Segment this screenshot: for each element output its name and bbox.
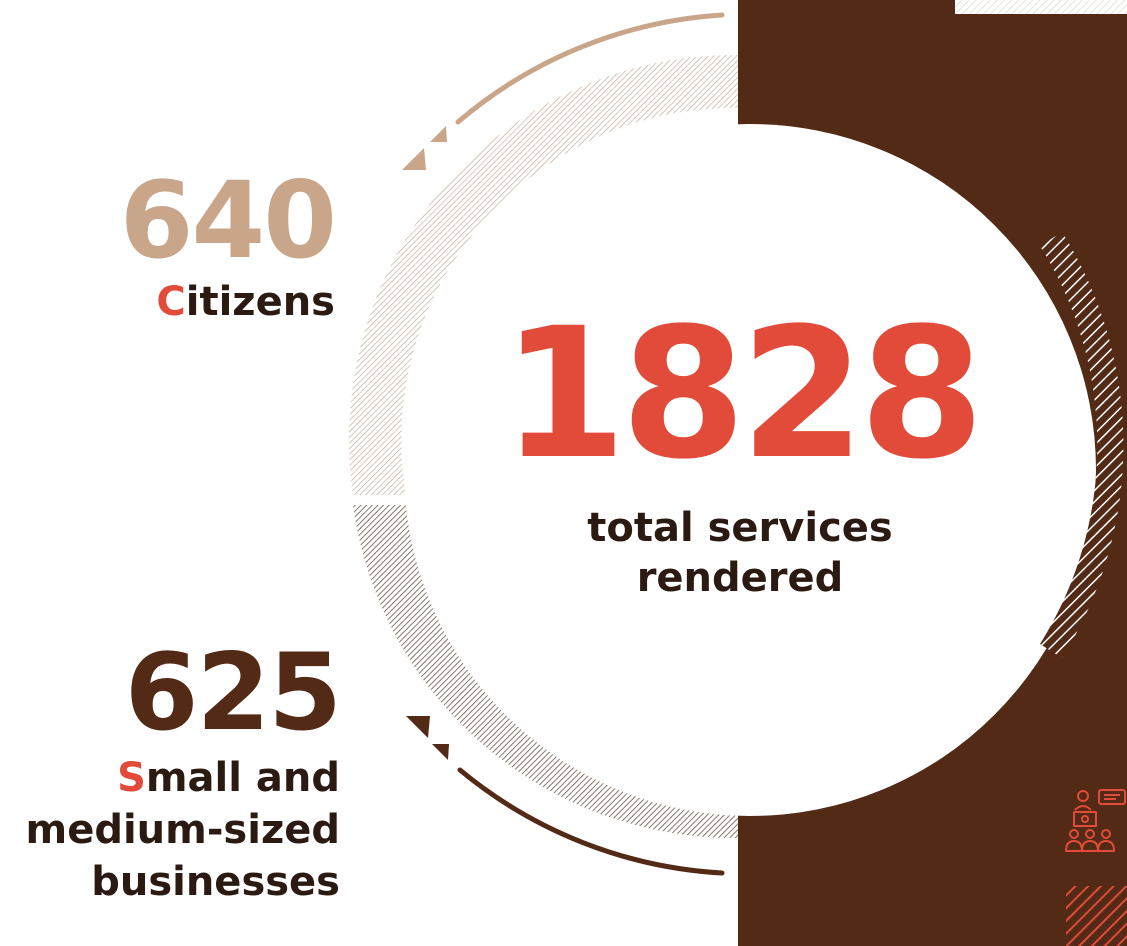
right-striped-arc	[1040, 232, 1124, 658]
smb-arc-line	[457, 767, 725, 876]
smb-label-line-2: medium-sized	[25, 807, 340, 853]
citizens-value: 640	[119, 159, 337, 282]
citizens-initial: C	[156, 279, 186, 325]
total-label-line-2: rendered	[636, 555, 844, 601]
smb-label-line-1: Small and	[26, 752, 340, 804]
smb-label-line-3: businesses	[91, 859, 340, 905]
total-value: 1828	[501, 290, 985, 499]
smb-stat: 625 Small and medium-sized businesses	[26, 631, 342, 908]
smb-label-line-1-rest: mall and	[145, 755, 340, 801]
smb-arrow-head-1	[432, 744, 449, 760]
total-label-line-1: total services	[587, 505, 893, 551]
presentation-audience-icon	[1065, 789, 1126, 852]
citizens-arrow-head-2	[402, 148, 426, 170]
center-circle	[404, 124, 1096, 816]
bottom-red-stripes	[1066, 886, 1127, 946]
total-label-text: total services rendered	[500, 503, 980, 603]
top-hatch-strip	[955, 0, 1127, 14]
total-stat: 1828 total services rendered	[500, 290, 985, 603]
citizens-label: Citizens	[120, 280, 335, 324]
citizens-arc-line	[455, 12, 725, 125]
citizens-label-rest: itizens	[185, 279, 335, 325]
total-label: total services rendered	[500, 503, 980, 603]
citizens-arrow-head-1	[430, 126, 447, 142]
smb-arrow-head-2	[406, 716, 430, 738]
smb-value: 625	[124, 631, 342, 754]
smb-initial: S	[117, 755, 146, 801]
citizens-stat: 640 Citizens	[119, 159, 337, 325]
smb-label: Small and medium-sized businesses	[26, 752, 340, 908]
citizens-ring-segment	[349, 54, 738, 496]
